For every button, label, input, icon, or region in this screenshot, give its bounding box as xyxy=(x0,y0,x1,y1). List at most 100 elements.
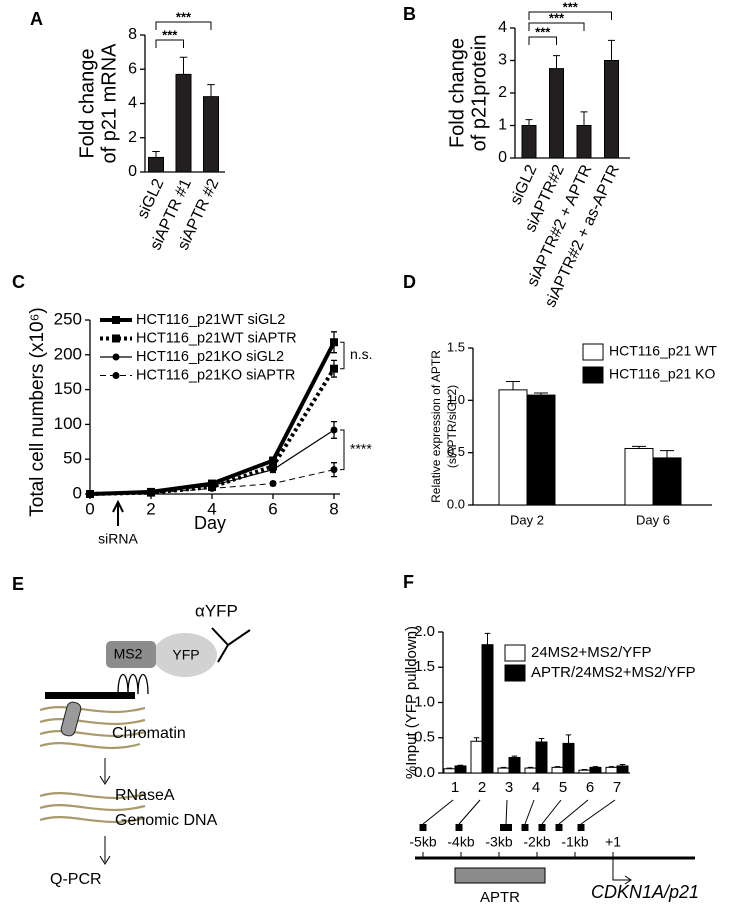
error-bar xyxy=(632,445,646,449)
error-bar xyxy=(554,766,561,768)
ms2-label: MS2 xyxy=(114,646,143,662)
bar xyxy=(578,769,591,774)
y-tick-label: 100 xyxy=(54,414,82,433)
amplicon xyxy=(555,824,563,831)
marker xyxy=(330,338,338,347)
bar xyxy=(562,742,575,774)
marker xyxy=(86,490,94,498)
error-bar xyxy=(534,392,548,396)
x-tick-label: 4 xyxy=(532,779,540,796)
nucleosome xyxy=(60,701,82,737)
bar xyxy=(443,768,456,774)
bar xyxy=(521,125,537,159)
legend-label: HCT116_p21KO siGL2 xyxy=(136,349,284,365)
bar xyxy=(526,394,556,506)
y-axis-label: Fold change xyxy=(446,38,468,148)
arrow xyxy=(112,499,124,526)
position-label: -5kb xyxy=(409,834,436,850)
y-tick-label: 2 xyxy=(498,84,507,101)
significance-label: n.s. xyxy=(350,346,373,362)
y-tick-label: 1.0 xyxy=(447,392,465,407)
position-label: +1 xyxy=(605,834,621,850)
error-bar xyxy=(553,55,560,69)
error-bar xyxy=(608,39,615,61)
series-line xyxy=(89,341,336,496)
antibody-label: αYFP xyxy=(195,601,238,620)
legend-label: APTR/24MS2+MS2/YFP xyxy=(531,664,696,681)
bar xyxy=(549,68,564,159)
legend-marker xyxy=(112,316,120,324)
significance-label: *** xyxy=(176,9,192,24)
marker xyxy=(269,456,277,465)
significance-label: *** xyxy=(563,0,579,14)
y-axis-label: Total cell numbers (x10⁶) xyxy=(27,307,48,517)
significance-bracket xyxy=(340,429,345,471)
x-tick-label: 4 xyxy=(207,499,216,518)
error-bar xyxy=(179,56,188,75)
marker xyxy=(330,364,338,373)
panel-label: E xyxy=(12,574,24,594)
antibody xyxy=(211,627,251,663)
marker xyxy=(147,489,155,497)
y-axis-label: (siAPTR/siGL2) xyxy=(445,385,459,468)
position-label: -2kb xyxy=(523,834,550,850)
significance-label: *** xyxy=(549,10,565,25)
connector xyxy=(558,799,589,825)
bar xyxy=(605,766,618,774)
x-tick-label: 6 xyxy=(268,499,277,518)
rna-loops xyxy=(117,673,149,695)
error-bar xyxy=(473,737,480,742)
y-tick-label: 1 xyxy=(498,117,507,134)
significance-bracket xyxy=(155,39,184,48)
x-tick-label: Day 2 xyxy=(510,512,544,527)
y-tick-label: 1.0 xyxy=(414,693,435,710)
bar xyxy=(551,766,564,774)
panel-label: B xyxy=(403,4,416,24)
bar xyxy=(652,457,682,506)
error-bar xyxy=(660,450,674,458)
position-label: -3kb xyxy=(485,834,512,850)
chromatin-label: Chromatin xyxy=(112,725,186,742)
bar xyxy=(604,60,619,159)
y-tick-label: 200 xyxy=(54,344,82,363)
y-axis-label: Fold change xyxy=(76,48,98,158)
annotation: siRNA xyxy=(98,531,138,547)
legend-swatch xyxy=(504,644,526,662)
bar xyxy=(616,765,629,774)
readout-label: Q-PCR xyxy=(50,871,102,888)
y-axis-label: %Input (YFP pulldown) xyxy=(403,626,420,779)
bar xyxy=(535,741,548,774)
y-tick-label: 150 xyxy=(54,379,82,398)
error-bar xyxy=(592,766,599,768)
connector xyxy=(458,799,481,825)
y-tick-label: 3 xyxy=(498,52,507,69)
region-box xyxy=(454,867,546,884)
x-tick-label: Day 6 xyxy=(636,512,670,527)
significance-bracket xyxy=(528,22,585,31)
legend-label: 24MS2+MS2/YFP xyxy=(531,644,651,661)
amplicon xyxy=(538,824,546,831)
yfp-shape xyxy=(153,633,217,677)
position-label: -1kb xyxy=(561,834,588,850)
bar xyxy=(481,644,494,774)
bar xyxy=(524,767,537,774)
error-bar xyxy=(152,150,160,158)
error-bar xyxy=(207,84,215,97)
region-label: APTR xyxy=(480,889,520,906)
x-tick-label: 8 xyxy=(329,499,338,518)
gene-label: CDKN1A/p21 xyxy=(591,882,699,902)
y-tick-label: 4 xyxy=(128,95,137,112)
arrow xyxy=(99,758,111,785)
error-bar xyxy=(581,768,588,771)
error-bar xyxy=(565,734,572,744)
arrow xyxy=(99,836,111,865)
y-tick-label: 0 xyxy=(73,483,82,502)
chromatin-strands xyxy=(39,706,146,750)
x-tick-label: 3 xyxy=(505,779,513,796)
position-label: -4kb xyxy=(447,834,474,850)
significance-bracket xyxy=(528,11,612,20)
error-bar xyxy=(500,766,507,769)
amplicon xyxy=(500,824,512,831)
error-bar xyxy=(527,766,534,769)
